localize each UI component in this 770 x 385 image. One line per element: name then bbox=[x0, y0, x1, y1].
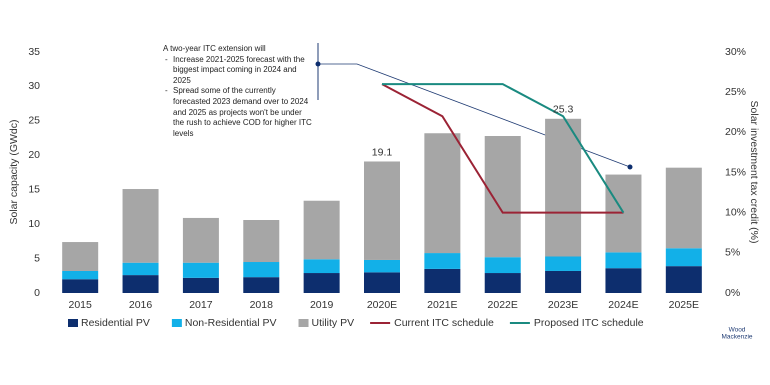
bar-segment bbox=[303, 259, 340, 274]
bar-segment bbox=[182, 277, 219, 293]
bar-segment bbox=[484, 136, 521, 258]
bar-segment bbox=[243, 262, 280, 278]
y-tick-label: 30 bbox=[28, 80, 40, 92]
bar-segment bbox=[62, 270, 99, 280]
legend-label: Proposed ITC schedule bbox=[534, 317, 644, 329]
bar-segment bbox=[122, 262, 159, 276]
y2-tick-label: 25% bbox=[725, 86, 746, 98]
y2-tick-label: 10% bbox=[725, 206, 746, 218]
bar-segment bbox=[424, 268, 461, 293]
x-tick-label: 2024E bbox=[608, 299, 638, 311]
bar-segment bbox=[122, 275, 159, 293]
y-tick-label: 0 bbox=[34, 287, 40, 299]
bar-segment bbox=[665, 248, 702, 267]
legend-label: Current ITC schedule bbox=[394, 317, 494, 329]
x-tick-label: 2017 bbox=[189, 299, 213, 311]
x-tick-label: 2025E bbox=[669, 299, 699, 311]
bar-segment bbox=[122, 189, 159, 263]
logo-text: Mackenzie bbox=[721, 334, 752, 341]
y2-tick-label: 20% bbox=[725, 126, 746, 138]
annotation-heading: A two-year ITC extension will bbox=[163, 44, 266, 53]
x-tick-label: 2023E bbox=[548, 299, 578, 311]
y-tick-label: 5 bbox=[34, 252, 40, 264]
callout-connector bbox=[318, 63, 631, 168]
callout-dot bbox=[315, 61, 321, 67]
legend-swatch bbox=[298, 319, 309, 327]
total-label: 25.3 bbox=[553, 104, 574, 116]
bar-segment bbox=[545, 256, 582, 271]
bar-segment bbox=[182, 217, 219, 263]
total-label: 19.1 bbox=[372, 146, 393, 158]
y2-tick-label: 0% bbox=[725, 287, 740, 299]
bar-segment bbox=[243, 220, 280, 263]
bar-segment bbox=[62, 242, 99, 271]
legend-label: Utility PV bbox=[312, 317, 355, 329]
bar-segment bbox=[303, 273, 340, 293]
y-tick-label: 35 bbox=[28, 46, 40, 58]
bar-segment bbox=[364, 272, 400, 293]
callout-dot bbox=[627, 164, 633, 170]
bar-segment bbox=[665, 266, 702, 293]
y-tick-label: 20 bbox=[28, 149, 40, 161]
bar-segment bbox=[484, 257, 521, 274]
line-series bbox=[381, 83, 624, 214]
y-tick-label: 10 bbox=[28, 218, 40, 230]
bar-segment bbox=[364, 161, 400, 260]
bar-segment bbox=[243, 277, 280, 293]
bar-segment bbox=[605, 252, 642, 269]
annotation-bullet: Spread some of the currently forecasted … bbox=[163, 86, 315, 139]
legend-swatch bbox=[171, 319, 182, 327]
annotation-list: Increase 2021-2025 forecast with the big… bbox=[163, 55, 315, 140]
line-series bbox=[382, 83, 625, 214]
y-tick-label: 25 bbox=[28, 115, 40, 127]
bar-segment bbox=[665, 167, 702, 249]
legend-swatch bbox=[68, 319, 78, 327]
bar-segment bbox=[484, 273, 521, 293]
bar-segment bbox=[364, 259, 400, 273]
bar-segment bbox=[62, 279, 99, 293]
x-tick-label: 2019 bbox=[310, 299, 334, 311]
bar-segment bbox=[303, 200, 340, 260]
y2-tick-label: 15% bbox=[725, 166, 746, 178]
x-tick-label: 2016 bbox=[129, 299, 153, 311]
y2-axis-title: Solar investment tax credit (%) bbox=[748, 101, 760, 244]
bar-segment bbox=[182, 262, 219, 278]
annotation-box: A two-year ITC extension will Increase 2… bbox=[163, 44, 315, 139]
x-tick-label: 2021E bbox=[427, 299, 457, 311]
y2-tick-label: 30% bbox=[725, 46, 746, 58]
legend-label: Residential PV bbox=[81, 317, 150, 329]
y-tick-label: 15 bbox=[28, 183, 40, 195]
bar-segment bbox=[424, 133, 461, 254]
x-tick-label: 2020E bbox=[367, 299, 397, 311]
bar-segment bbox=[605, 268, 642, 293]
y2-tick-label: 5% bbox=[725, 247, 740, 259]
y-axis-title: Solar capacity (GWdc) bbox=[8, 119, 20, 224]
x-tick-label: 2022E bbox=[488, 299, 518, 311]
legend-label: Non-Residential PV bbox=[185, 317, 277, 329]
logo-text: Wood bbox=[729, 327, 746, 334]
bar-segment bbox=[424, 253, 461, 269]
annotation-bullet: Increase 2021-2025 forecast with the big… bbox=[163, 55, 315, 87]
x-tick-label: 2015 bbox=[69, 299, 93, 311]
bar-segment bbox=[545, 118, 582, 257]
bar-segment bbox=[545, 270, 582, 293]
x-tick-label: 2018 bbox=[250, 299, 274, 311]
